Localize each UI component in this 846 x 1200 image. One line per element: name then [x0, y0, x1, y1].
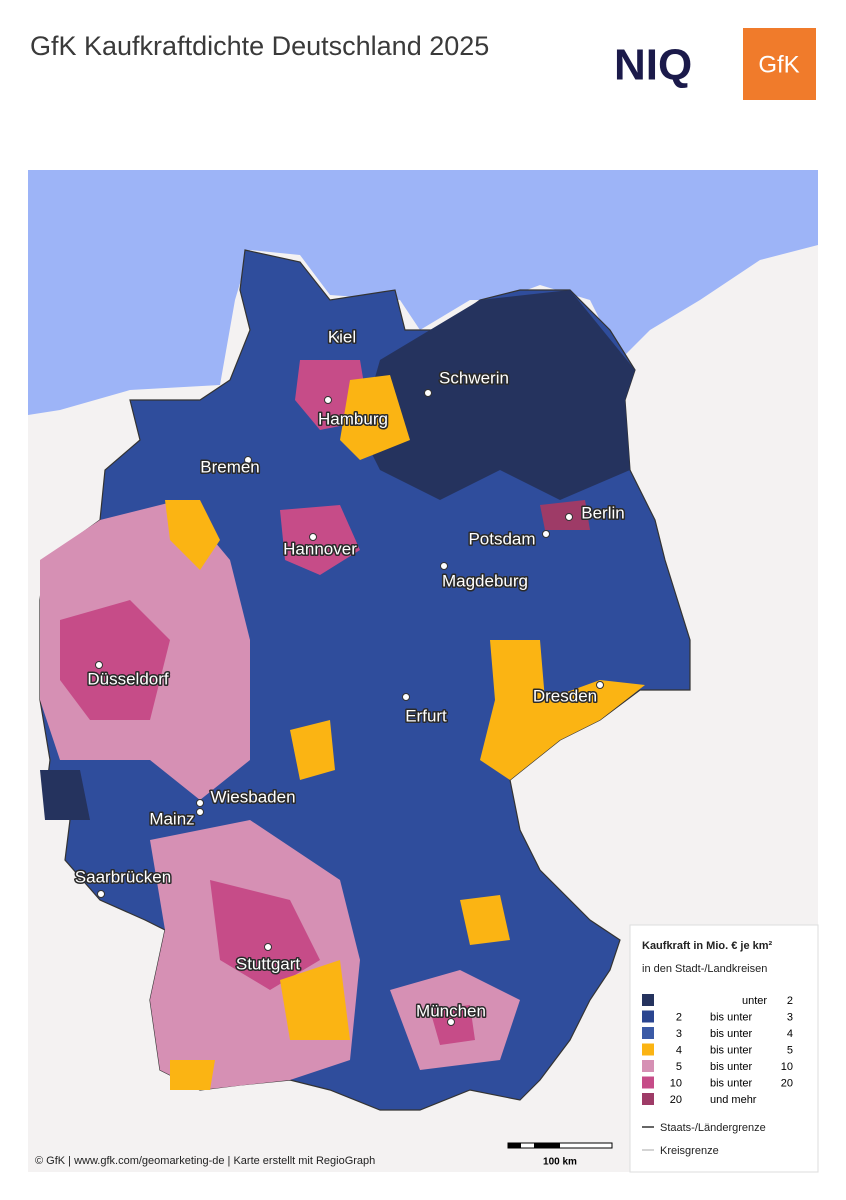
- city-dot: [244, 456, 252, 464]
- city-label: Hamburg: [318, 409, 388, 428]
- legend-from: 10: [670, 1077, 682, 1089]
- city-label: Kiel: [328, 327, 356, 346]
- region: [170, 1060, 215, 1090]
- legend-box: [629, 924, 819, 1173]
- city-dot: [542, 530, 550, 538]
- legend-line-label: Staats-/Ländergrenze: [660, 1122, 766, 1134]
- city-label: Saarbrücken: [75, 867, 171, 886]
- city-label: Magdeburg: [442, 571, 528, 590]
- city-dot: [336, 334, 344, 342]
- legend-title: Kaufkraft in Mio. € je km²: [642, 940, 773, 952]
- legend-line-label: Kreisgrenze: [660, 1145, 719, 1157]
- scale-label: 100 km: [543, 1157, 577, 1168]
- region: [280, 960, 350, 1040]
- legend-swatch: [642, 1060, 654, 1072]
- city-dot: [95, 661, 103, 669]
- credit: © GfK | www.gfk.com/geomarketing-de | Ka…: [35, 1155, 375, 1167]
- city-label: Bremen: [200, 457, 260, 476]
- region: [290, 720, 335, 780]
- city-label: Düsseldorf: [87, 669, 169, 688]
- city-dot: [196, 799, 204, 807]
- region: [60, 600, 170, 720]
- legend-to: 3: [787, 1011, 793, 1023]
- city-dot: [324, 396, 332, 404]
- legend-op: bis unter: [710, 1077, 753, 1089]
- city-dot: [264, 943, 272, 951]
- city-label: Stuttgart: [236, 954, 301, 973]
- legend-to: 4: [787, 1028, 793, 1040]
- legend-swatch: [642, 1076, 654, 1089]
- legend-op: unter: [742, 995, 767, 1007]
- city-dot: [424, 389, 432, 397]
- city-label: Erfurt: [405, 706, 447, 725]
- city-dot: [196, 808, 204, 816]
- scale-seg: [508, 1143, 521, 1148]
- legend-from: 4: [676, 1044, 682, 1056]
- legend-swatch: [642, 1027, 654, 1039]
- city-dot: [596, 681, 604, 689]
- region: [165, 500, 220, 570]
- legend-to: 5: [787, 1044, 793, 1056]
- city-label: Dresden: [533, 686, 597, 705]
- city-label: Schwerin: [439, 368, 509, 387]
- logo-niq: NIQ: [614, 41, 692, 90]
- region: [480, 640, 645, 780]
- legend-to: 2: [787, 995, 793, 1007]
- legend-op: bis unter: [710, 1011, 753, 1023]
- logo-box: [743, 28, 816, 100]
- legend-op: bis unter: [710, 1061, 753, 1073]
- scale-seg: [534, 1143, 560, 1148]
- city-dot: [440, 562, 448, 570]
- legend: Kaufkraft in Mio. € je km² in den Stadt-…: [629, 924, 819, 1173]
- region: [460, 895, 510, 945]
- city-label: Potsdam: [468, 529, 535, 548]
- legend-classes: unter 2 2 bis unter 3 3 bis unter 4 4 bis unter 5 5…: [642, 994, 793, 1106]
- city-label: München: [416, 1001, 486, 1020]
- city-dot: [97, 890, 105, 898]
- legend-swatch: [642, 1043, 654, 1056]
- region: [210, 880, 320, 990]
- city-label: Wiesbaden: [210, 787, 295, 806]
- legend-from: 2: [676, 1011, 682, 1023]
- title: GfK Kaufkraftdichte Deutschland 2025: [30, 31, 489, 61]
- logo-gfk: GfK: [758, 51, 799, 78]
- scale-bar: 100 km: [507, 1142, 613, 1168]
- legend-op: und mehr: [710, 1094, 757, 1106]
- cities: Kiel Hamburg Schwerin Bremen Berlin Potsdam Ha…: [73, 326, 626, 1026]
- legend-swatch: [642, 1010, 654, 1023]
- city-dot: [447, 1018, 455, 1026]
- legend-swatch: [642, 994, 654, 1006]
- legend-swatch: [642, 1093, 654, 1105]
- region: [340, 375, 410, 460]
- legend-to: 10: [781, 1061, 793, 1073]
- region: [360, 290, 635, 500]
- legend-to: 20: [781, 1077, 793, 1089]
- legend-subtitle: in den Stadt-/Landkreisen: [642, 963, 767, 975]
- legend-from: 5: [676, 1061, 682, 1073]
- city-dot: [402, 693, 410, 701]
- region: [40, 770, 90, 820]
- map: Kiel Hamburg Schwerin Bremen Berlin Potsdam Ha…: [28, 170, 818, 1172]
- city-label: Mainz: [149, 809, 194, 828]
- region: [280, 505, 360, 575]
- city-label: Hannover: [283, 539, 357, 558]
- city-dot: [565, 513, 573, 521]
- legend-op: bis unter: [710, 1028, 753, 1040]
- region: [540, 500, 590, 530]
- legend-from: 20: [670, 1094, 682, 1106]
- city-dot: [309, 533, 317, 541]
- legend-op: bis unter: [710, 1044, 753, 1056]
- city-label: Berlin: [581, 503, 624, 522]
- legend-from: 3: [676, 1028, 682, 1040]
